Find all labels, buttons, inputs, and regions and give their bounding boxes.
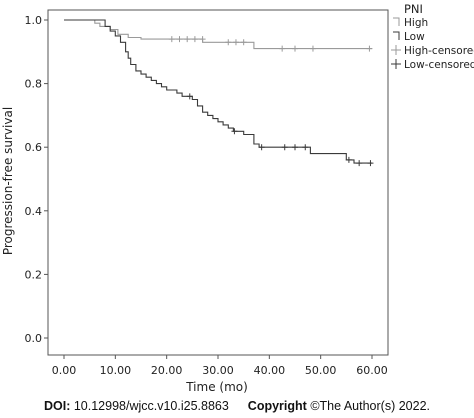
series-high-censor-mark (232, 39, 239, 46)
x-tick-label: 40.00 (254, 364, 286, 377)
series-low-censor-mark (292, 144, 298, 151)
x-tick-label: 60.00 (356, 364, 388, 377)
y-tick-label: 1.0 (25, 14, 43, 27)
series-high-censor-mark (240, 39, 247, 46)
x-tick-label: 30.00 (202, 364, 234, 377)
series-low-censor-mark (345, 156, 352, 163)
series-high-censor-mark (225, 39, 232, 46)
copyright-value: ©The Author(s) 2022. (310, 399, 431, 413)
series-high-censor-mark (176, 36, 183, 43)
series-low-censor-mark (281, 144, 288, 151)
plot-border (47, 9, 389, 356)
series-high-censor-mark (184, 36, 191, 43)
legend-items: High Low High-censored Low-censored (391, 17, 474, 71)
x-axis-title: Time (mo) (185, 380, 248, 394)
y-axis: 0.0 0.2 0.4 0.6 0.8 1.0 (25, 14, 48, 345)
legend-label: High-censored (404, 45, 474, 57)
legend-label: Low (404, 31, 425, 43)
series-layer (64, 19, 374, 167)
plot-area (47, 9, 389, 356)
legend: PNI High Low High-censored Low-censored (391, 2, 474, 71)
legend-label: Low-censored (404, 59, 474, 71)
legend-censor-swatch (391, 59, 401, 69)
x-tick-label: 20.00 (151, 364, 183, 377)
x-tick-label: 50.00 (305, 364, 337, 377)
series-low-censor-mark (356, 160, 363, 167)
figure-footer: DOI: 10.12998/wjcc.v10.i25.8863 Copyrigh… (0, 399, 474, 413)
legend-line-swatch (393, 17, 400, 26)
doi-value: 10.12998/wjcc.v10.i25.8863 (73, 399, 229, 413)
x-tick-label: 10.00 (100, 364, 132, 377)
series-high-line (64, 19, 372, 50)
copyright-label: Copyright (247, 399, 307, 413)
series-high-censor-mark (279, 45, 286, 52)
x-axis: 0.00 10.00 20.00 30.00 40.00 50.00 60.00 (52, 355, 388, 377)
y-tick-label: 0.0 (25, 332, 43, 345)
x-tick-label: 0.00 (52, 364, 77, 377)
series-low-line (64, 19, 372, 164)
series-low-censor-mark (302, 144, 309, 151)
legend-title: PNI (404, 2, 423, 16)
y-tick-label: 0.8 (25, 78, 43, 91)
y-tick-label: 0.2 (25, 268, 43, 281)
series-high-censor-mark (199, 36, 206, 43)
y-axis-title: Progression-free survival (1, 107, 15, 255)
series-high-censor-mark (366, 45, 373, 52)
series-low-censor-mark (367, 160, 374, 167)
series-low-censor-mark (231, 128, 238, 135)
series-high-censor-mark (292, 45, 298, 52)
legend-censor-swatch (391, 45, 401, 55)
series-low-censor-mark (258, 144, 265, 151)
legend-label: High (404, 17, 428, 29)
series-high-censor-mark (168, 36, 175, 43)
series-low-censor-mark (186, 93, 193, 100)
series-high-censor-mark (309, 45, 316, 52)
doi-label: DOI: (43, 399, 71, 413)
series-high-censor-mark (191, 36, 198, 43)
y-tick-label: 0.6 (25, 141, 43, 154)
survival-chart: 0.0 0.2 0.4 0.6 0.8 1.0 0.00 10.00 20.00 30.00 40… (1, 2, 474, 394)
legend-line-swatch (393, 31, 400, 40)
y-tick-label: 0.4 (25, 205, 43, 218)
